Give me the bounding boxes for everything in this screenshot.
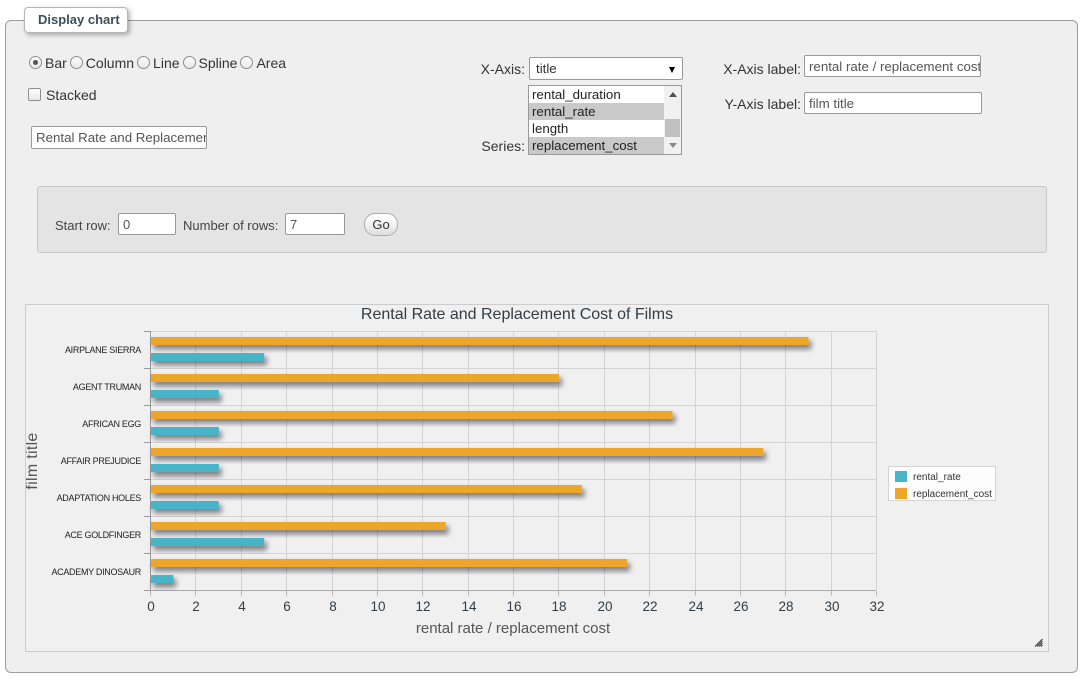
svg-text:26: 26: [733, 599, 748, 614]
svg-text:AGENT TRUMAN: AGENT TRUMAN: [73, 382, 141, 392]
svg-text:24: 24: [688, 599, 704, 614]
svg-text:AFRICAN EGG: AFRICAN EGG: [82, 419, 141, 429]
svg-text:28: 28: [778, 599, 793, 614]
svg-text:ACE GOLDFINGER: ACE GOLDFINGER: [65, 530, 142, 540]
svg-text:AFFAIR PREJUDICE: AFFAIR PREJUDICE: [61, 456, 142, 466]
svg-text:22: 22: [642, 599, 657, 614]
svg-text:ACADEMY DINOSAUR: ACADEMY DINOSAUR: [51, 567, 141, 577]
svg-text:replacement_cost: replacement_cost: [913, 489, 992, 500]
svg-text:32: 32: [869, 599, 884, 614]
svg-text:10: 10: [370, 599, 385, 614]
svg-text:4: 4: [238, 599, 246, 614]
svg-text:2: 2: [192, 599, 200, 614]
svg-text:6: 6: [283, 599, 291, 614]
svg-text:30: 30: [824, 599, 839, 614]
svg-text:rental rate / replacement cost: rental rate / replacement cost: [416, 620, 611, 637]
svg-text:ADAPTATION HOLES: ADAPTATION HOLES: [57, 493, 142, 503]
svg-text:20: 20: [597, 599, 612, 614]
svg-text:16: 16: [506, 599, 521, 614]
svg-text:rental_rate: rental_rate: [913, 472, 961, 483]
svg-text:0: 0: [147, 599, 155, 614]
svg-text:AIRPLANE SIERRA: AIRPLANE SIERRA: [65, 345, 141, 355]
svg-text:18: 18: [551, 599, 566, 614]
svg-text:12: 12: [415, 599, 430, 614]
svg-text:Rental Rate and Replacement Co: Rental Rate and Replacement Cost of Film…: [361, 306, 673, 323]
svg-text:14: 14: [461, 599, 477, 614]
svg-text:film title: film title: [26, 432, 41, 489]
svg-text:8: 8: [329, 599, 337, 614]
